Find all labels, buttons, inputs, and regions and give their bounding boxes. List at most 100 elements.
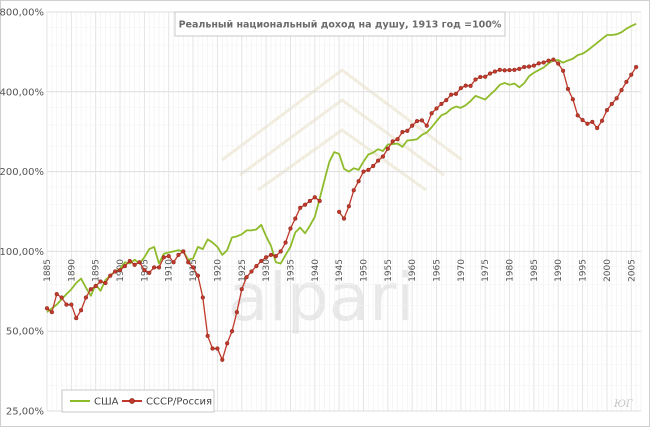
data-point-ussr bbox=[468, 83, 473, 89]
x-tick-label: 1985 bbox=[530, 259, 540, 282]
data-point-ussr bbox=[629, 72, 634, 77]
x-tick-label: 1930 bbox=[262, 259, 272, 282]
x-tick-label: 2000 bbox=[603, 259, 613, 282]
data-point-ussr bbox=[556, 61, 561, 66]
data-point-ussr bbox=[200, 295, 205, 300]
data-point-ussr bbox=[127, 258, 132, 264]
data-point-ussr bbox=[599, 118, 605, 123]
data-point-ussr bbox=[390, 139, 395, 144]
x-tick-label: 1910 bbox=[165, 259, 175, 282]
data-point-ussr bbox=[88, 287, 93, 292]
data-point-ussr bbox=[385, 146, 390, 151]
data-point-ussr bbox=[142, 268, 147, 273]
x-tick-label: 2005 bbox=[627, 259, 637, 282]
x-tick-label: 1895 bbox=[92, 259, 102, 282]
y-tick-label: 50,00% bbox=[6, 327, 44, 338]
data-point-ussr bbox=[249, 269, 254, 274]
data-point-ussr bbox=[380, 154, 386, 159]
data-point-ussr bbox=[171, 260, 176, 265]
legend-label-ussr: СССР/Россия bbox=[146, 397, 212, 408]
data-point-ussr bbox=[371, 163, 376, 169]
x-tick-label: 1965 bbox=[433, 259, 443, 282]
data-point-ussr bbox=[83, 295, 89, 300]
data-point-ussr bbox=[609, 101, 614, 107]
data-point-ussr bbox=[64, 302, 69, 307]
data-point-ussr bbox=[44, 306, 50, 311]
chart-title-box: Реальный национальный доход на душу, 191… bbox=[174, 11, 506, 37]
grid bbox=[46, 11, 642, 412]
chart-title-frame bbox=[174, 11, 506, 37]
data-point-ussr bbox=[536, 61, 541, 66]
data-point-ussr bbox=[78, 308, 84, 313]
data-point-ussr bbox=[634, 64, 639, 70]
data-point-ussr bbox=[483, 74, 488, 79]
data-point-ussr bbox=[98, 279, 103, 284]
data-point-ussr bbox=[117, 268, 123, 273]
data-point-ussr bbox=[225, 341, 230, 346]
y-tick-label: 400,00% bbox=[0, 87, 44, 98]
data-point-ussr bbox=[254, 264, 259, 269]
data-point-ussr bbox=[108, 273, 113, 278]
data-point-ussr bbox=[356, 179, 361, 184]
data-point-ussr bbox=[190, 265, 196, 270]
data-point-ussr bbox=[551, 57, 556, 62]
data-point-ussr bbox=[302, 202, 308, 207]
data-point-ussr bbox=[152, 265, 157, 270]
data-point-ussr bbox=[487, 71, 493, 76]
data-point-ussr bbox=[497, 67, 502, 72]
data-point-ussr bbox=[122, 264, 127, 269]
data-point-ussr bbox=[346, 204, 351, 209]
data-point-ussr bbox=[181, 249, 186, 254]
x-tick-label: 1940 bbox=[311, 259, 321, 282]
data-point-ussr bbox=[585, 121, 590, 126]
x-tick-label: 1890 bbox=[67, 259, 77, 282]
x-tick-label: 1975 bbox=[481, 259, 491, 282]
x-tick-label: 1990 bbox=[554, 259, 564, 282]
data-point-ussr bbox=[522, 64, 527, 70]
x-tick-label: 1995 bbox=[579, 259, 589, 282]
data-point-ussr bbox=[147, 270, 152, 275]
data-point-ussr bbox=[59, 295, 64, 300]
data-point-ussr bbox=[453, 91, 459, 96]
data-point-ussr bbox=[166, 254, 171, 259]
x-tick-label: 1920 bbox=[213, 259, 223, 282]
data-point-ussr bbox=[298, 205, 303, 210]
data-point-ussr bbox=[429, 111, 434, 116]
data-point-ussr bbox=[337, 209, 342, 214]
data-point-ussr bbox=[74, 316, 79, 321]
data-point-ussr bbox=[439, 101, 444, 107]
x-tick-label: 1915 bbox=[189, 259, 199, 282]
x-tick-label: 1945 bbox=[335, 259, 345, 282]
data-point-ussr bbox=[186, 260, 191, 265]
data-point-ussr bbox=[414, 119, 420, 124]
x-tick-label: 1925 bbox=[238, 259, 248, 282]
data-point-ussr bbox=[473, 77, 478, 82]
y-tick-label: 100,00% bbox=[0, 247, 44, 258]
data-point-ussr bbox=[317, 198, 322, 204]
data-point-ussr bbox=[375, 158, 381, 163]
x-tick-label: 1960 bbox=[408, 259, 418, 282]
data-point-ussr bbox=[259, 258, 264, 264]
data-point-ussr bbox=[103, 280, 108, 286]
data-point-ussr bbox=[526, 64, 532, 69]
data-point-ussr bbox=[419, 118, 424, 123]
data-point-ussr bbox=[161, 255, 166, 260]
data-point-ussr bbox=[156, 265, 162, 270]
data-point-ussr bbox=[405, 128, 410, 133]
series-line-usa bbox=[46, 22, 637, 313]
data-point-ussr bbox=[210, 346, 215, 351]
data-point-ussr bbox=[137, 260, 142, 265]
axes: 1885189018951900190519101915192019251930… bbox=[0, 8, 637, 418]
data-point-ussr bbox=[614, 96, 619, 101]
data-point-ussr bbox=[517, 66, 522, 72]
data-point-ussr bbox=[283, 240, 288, 245]
data-point-ussr bbox=[478, 74, 483, 80]
data-point-ussr bbox=[288, 226, 293, 231]
data-point-ussr bbox=[312, 195, 317, 200]
data-point-ussr bbox=[229, 329, 235, 334]
y-tick-label: 25,00% bbox=[6, 407, 44, 418]
data-point-ussr bbox=[244, 274, 249, 280]
legend: США СССР/Россия bbox=[61, 389, 215, 413]
